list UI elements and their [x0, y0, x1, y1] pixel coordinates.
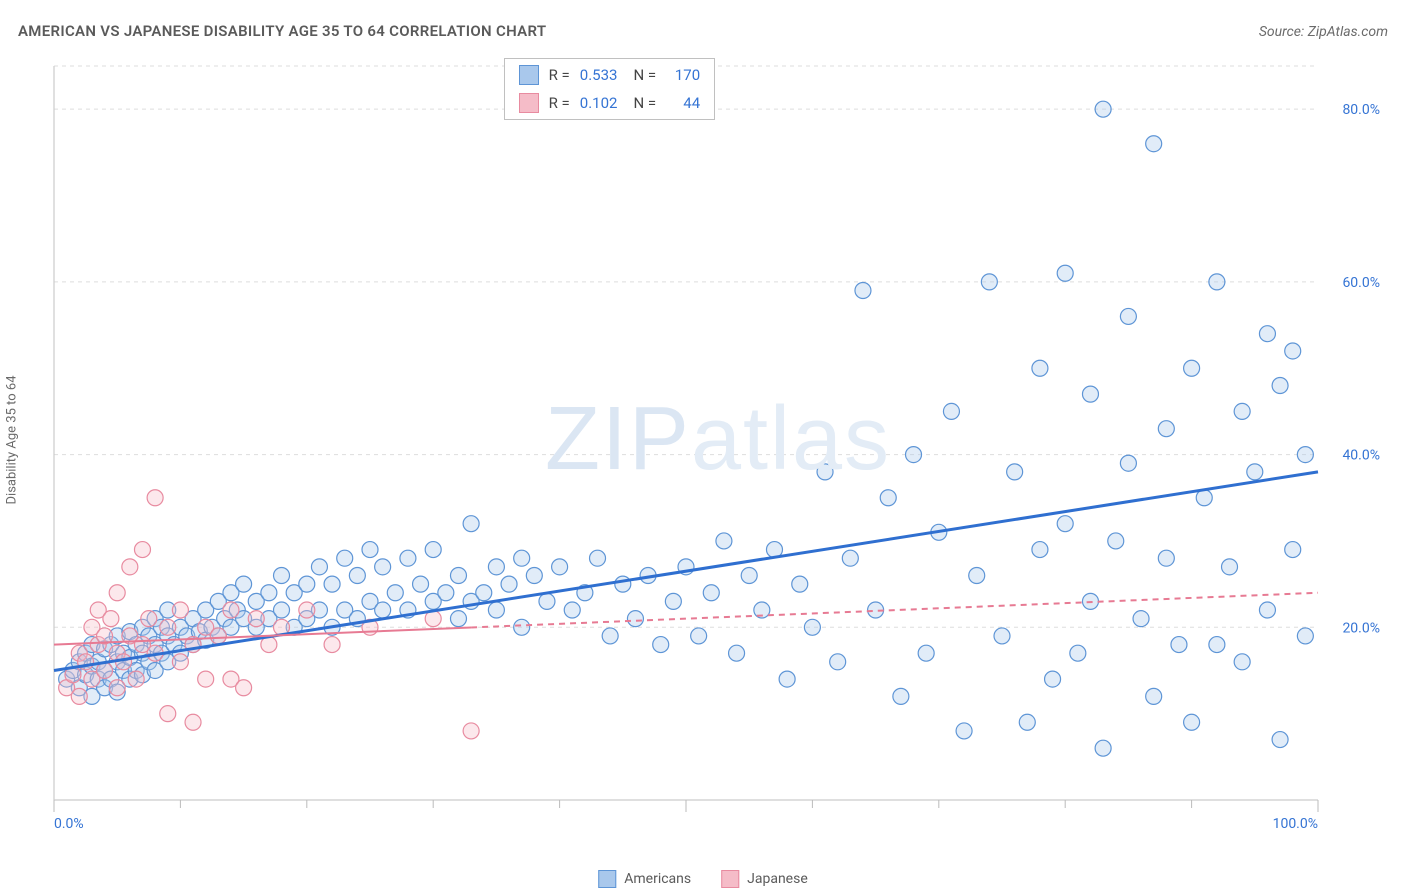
correlation-stats-box: R = 0.533 N = 170 R = 0.102 N = 44: [504, 58, 716, 120]
stats-row-japanese: R = 0.102 N = 44: [505, 89, 715, 117]
swatch-japanese: [519, 93, 539, 113]
n-value: 44: [666, 94, 700, 112]
svg-text:80.0%: 80.0%: [1342, 102, 1380, 118]
n-label: N =: [633, 66, 656, 84]
svg-text:100.0%: 100.0%: [1273, 816, 1318, 832]
chart-title: AMERICAN VS JAPANESE DISABILITY AGE 35 T…: [18, 22, 546, 40]
svg-text:40.0%: 40.0%: [1342, 448, 1380, 464]
legend-item-japanese: Japanese: [721, 870, 808, 888]
source-label: Source: ZipAtlas.com: [1259, 24, 1388, 40]
legend-item-americans: Americans: [598, 870, 691, 888]
r-label: R =: [549, 66, 570, 84]
r-value: 0.102: [580, 94, 618, 112]
n-value: 170: [666, 66, 700, 84]
swatch-americans: [519, 65, 539, 85]
scatter-chart: 0.0% 100.0% 20.0% 40.0% 60.0% 80.0%: [48, 60, 1388, 840]
legend-swatch: [721, 870, 739, 888]
header-row: AMERICAN VS JAPANESE DISABILITY AGE 35 T…: [18, 22, 1388, 40]
plot-area: ZIPatlas 0.0%100.0%20.0%40.0%60.0%80.0% …: [48, 60, 1388, 840]
svg-text:20.0%: 20.0%: [1342, 620, 1380, 636]
r-label: R =: [549, 94, 570, 112]
n-label: N =: [633, 94, 656, 112]
series-legend: Americans Japanese: [598, 870, 808, 888]
svg-text:0.0%: 0.0%: [54, 816, 84, 832]
legend-label: Japanese: [747, 871, 808, 887]
r-value: 0.533: [580, 66, 618, 84]
y-axis-title: Disability Age 35 to 64: [5, 376, 20, 505]
legend-label: Americans: [624, 871, 691, 887]
svg-text:60.0%: 60.0%: [1342, 275, 1380, 291]
legend-swatch: [598, 870, 616, 888]
stats-row-americans: R = 0.533 N = 170: [505, 61, 715, 89]
